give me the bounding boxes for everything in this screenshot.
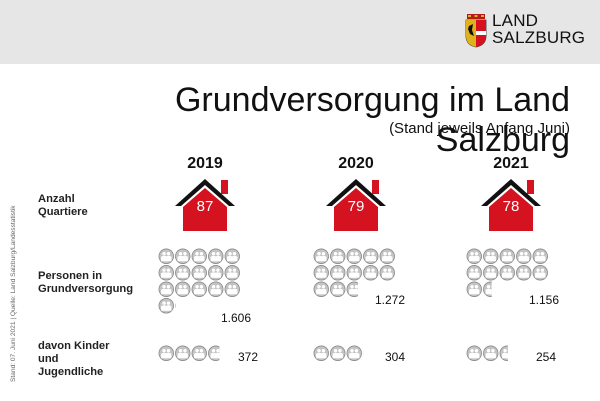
persons-person-icon [208, 265, 224, 281]
persons-person-icon [330, 248, 346, 264]
persons-person-icon [158, 281, 174, 297]
logo-wordmark: LAND SALZBURG [492, 12, 585, 46]
persons-pictogram-2019 [158, 248, 241, 319]
persons-person-icon [313, 248, 329, 264]
children-person-icon [483, 345, 499, 361]
page-title: Grundversorgung im Land Salzburg [174, 81, 570, 159]
persons-person-icon [313, 265, 329, 281]
persons-person-icon [379, 248, 395, 264]
persons-person-icon [379, 265, 395, 281]
children-pictogram-2021 [466, 345, 549, 367]
persons-person-icon [466, 248, 482, 264]
land-salzburg-logo: LAND SALZBURG [464, 12, 585, 52]
persons-person-icon [532, 265, 548, 281]
children-value-2020: 304 [385, 350, 406, 364]
persons-person-icon [483, 248, 499, 264]
row-label-persons: Personen in Grundversorgung [38, 270, 134, 295]
year-label-2019: 2019 [187, 155, 223, 172]
children-person-icon [191, 345, 207, 361]
house-icon-2021: 78 [479, 176, 543, 232]
persons-person-icon [224, 281, 240, 297]
persons-person-icon [330, 265, 346, 281]
logo-line1: LAND [492, 11, 539, 30]
persons-person-icon [158, 248, 174, 264]
persons-person-icon [313, 281, 329, 297]
persons-person-icon [499, 265, 515, 281]
children-person-icon [175, 345, 191, 361]
persons-person-icon [224, 248, 240, 264]
persons-person-icon [532, 248, 548, 264]
page-subtitle: (Stand jeweils Anfang Juni) [389, 120, 570, 137]
persons-person-icon [191, 265, 207, 281]
quarters-value-2021: 78 [502, 198, 520, 215]
quarters-value-2019: 87 [196, 198, 214, 215]
persons-person-icon [346, 248, 362, 264]
persons-person-icon [224, 265, 240, 281]
children-value-2019: 372 [238, 350, 259, 364]
persons-person-icon [466, 281, 482, 297]
persons-person-icon [175, 248, 191, 264]
persons-person-icon [363, 265, 379, 281]
persons-person-icon [191, 281, 207, 297]
persons-pictogram-2020 [313, 248, 396, 303]
quarters-value-2020: 79 [347, 198, 365, 215]
children-pictogram-2019 [158, 345, 241, 367]
persons-value-2020: 1.272 [375, 293, 406, 307]
persons-person-icon [363, 248, 379, 264]
persons-person-icon [516, 248, 532, 264]
children-person-icon [346, 345, 362, 361]
children-icons-svg [313, 345, 364, 361]
persons-value-2019: 1.606 [221, 311, 252, 325]
row-label-children: davon Kinder und Jugendliche [38, 340, 110, 378]
row-label-quarters: Anzahl Quartiere [38, 193, 88, 218]
children-person-icon [208, 345, 220, 361]
children-value-2021: 254 [536, 350, 557, 364]
children-icons-svg [158, 345, 220, 361]
persons-person-icon [175, 281, 191, 297]
house-icon-2020: 79 [324, 176, 388, 232]
children-person-icon [158, 345, 174, 361]
persons-value-2021: 1.156 [529, 293, 560, 307]
persons-person-icon [175, 303, 176, 309]
persons-person-icon [175, 265, 191, 281]
persons-icons-svg [466, 248, 548, 297]
persons-pictogram-2021 [466, 248, 549, 303]
year-label-2020: 2020 [338, 155, 374, 172]
persons-person-icon [346, 265, 362, 281]
children-person-icon [330, 345, 346, 361]
persons-person-icon [466, 265, 482, 281]
persons-person-icon [499, 248, 515, 264]
children-icons-svg [466, 345, 508, 361]
salzburg-crest-icon [465, 14, 487, 48]
persons-person-icon [158, 265, 174, 281]
source-note: Stand: 07. Juni 2021 | Quelle: Land Salz… [10, 205, 17, 382]
year-label-2021: 2021 [493, 155, 529, 172]
persons-icons-svg [158, 248, 240, 314]
persons-person-icon [208, 248, 224, 264]
children-person-icon [499, 345, 508, 361]
children-pictogram-2020 [313, 345, 396, 367]
children-person-icon [313, 345, 329, 361]
children-person-icon [466, 345, 482, 361]
persons-icons-svg [313, 248, 395, 297]
persons-person-icon [346, 281, 358, 297]
persons-person-icon [208, 281, 224, 297]
persons-person-icon [516, 265, 532, 281]
persons-person-icon [191, 248, 207, 264]
children-person-icon [363, 352, 364, 355]
persons-person-icon [330, 281, 346, 297]
persons-person-icon [158, 298, 174, 314]
house-icon-2019: 87 [173, 176, 237, 232]
persons-person-icon [483, 281, 492, 297]
header-bar [0, 0, 600, 64]
persons-person-icon [483, 265, 499, 281]
logo-line2: SALZBURG [492, 28, 586, 47]
